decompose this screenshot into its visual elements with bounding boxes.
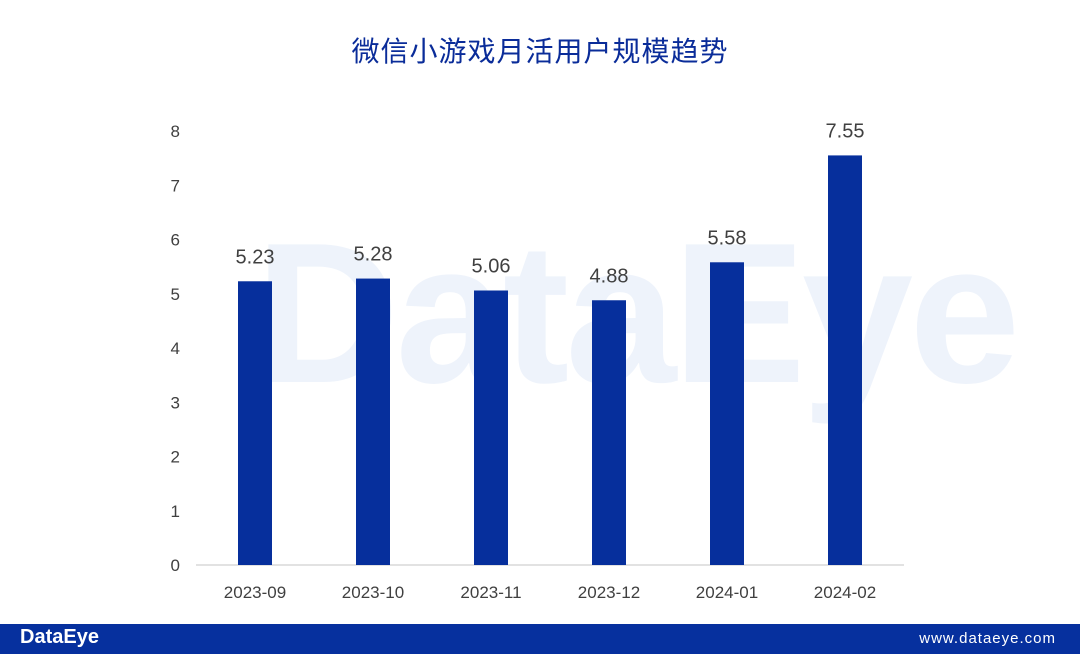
data-label-2023-11: 5.06 — [472, 255, 511, 277]
x-axis-ticks: 2023-09 2023-10 2023-11 2023-12 2024-01 2024-… — [224, 583, 876, 602]
bar-2023-11 — [474, 290, 508, 565]
y-tick-label: 5 — [171, 285, 180, 304]
y-tick-label: 3 — [171, 393, 180, 412]
bar-2023-12 — [592, 300, 626, 565]
y-tick-label: 6 — [171, 231, 180, 250]
bar-2024-02 — [828, 155, 862, 565]
y-axis-ticks: 0 1 2 3 4 5 6 7 8 — [171, 122, 180, 575]
x-tick-label-2023-12: 2023-12 — [578, 583, 640, 602]
data-label-2023-12: 4.88 — [590, 265, 629, 287]
x-tick-label-2024-02: 2024-02 — [814, 583, 876, 602]
footer-website: www.dataeye.com — [919, 630, 1056, 647]
bar-2024-01 — [710, 262, 744, 565]
footer-brand-logo: DataEye — [20, 626, 99, 648]
data-label-2023-09: 5.23 — [236, 246, 275, 268]
y-tick-label: 1 — [171, 502, 180, 521]
data-labels: 5.23 5.28 5.06 4.88 5.58 7.55 — [236, 120, 865, 287]
x-tick-label-2023-11: 2023-11 — [460, 583, 521, 602]
y-tick-label: 7 — [171, 176, 180, 195]
bar-2023-10 — [356, 278, 390, 565]
y-tick-label: 0 — [171, 556, 180, 575]
y-tick-label: 8 — [171, 122, 180, 141]
chart-title: 微信小游戏月活用户规模趋势 — [351, 35, 729, 68]
data-label-2024-02: 7.55 — [826, 120, 865, 142]
x-tick-label-2024-01: 2024-01 — [696, 583, 758, 602]
y-tick-label: 2 — [171, 448, 180, 467]
data-label-2024-01: 5.58 — [708, 227, 747, 249]
y-tick-label: 4 — [171, 339, 180, 358]
bar-chart: 0 1 2 3 4 5 6 7 8 5.23 5.28 5.06 4.88 5.58 7.55 2023-… — [171, 120, 904, 602]
footer-bar: DataEye www.dataeye.com — [0, 624, 1080, 654]
x-tick-label-2023-10: 2023-10 — [342, 583, 404, 602]
x-tick-label-2023-09: 2023-09 — [224, 583, 286, 602]
bar-2023-09 — [238, 281, 272, 565]
bars — [238, 155, 862, 565]
data-label-2023-10: 5.28 — [354, 244, 393, 266]
